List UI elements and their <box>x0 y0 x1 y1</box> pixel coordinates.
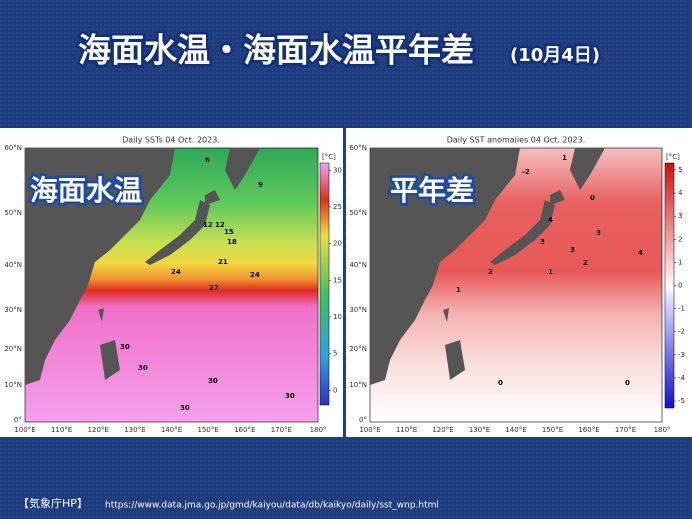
source-label: 【気象庁HP】 <box>18 496 88 510</box>
lon-label: 110°E <box>396 426 417 434</box>
contour-label: 9 <box>258 181 263 189</box>
contour-label: 15 <box>224 228 234 236</box>
lon-label: 170°E <box>615 426 636 434</box>
colorbar <box>664 162 675 409</box>
contour-label: 30 <box>120 343 130 351</box>
lon-label: 150°E <box>197 426 218 434</box>
contour-label: 30 <box>208 377 218 385</box>
panel-right: Daily SST anomalies 04 Oct. 2023. 平年差 [°… <box>346 128 692 437</box>
lon-label: 160°E <box>234 426 255 434</box>
colorbar-tick-label: -1 <box>678 305 685 313</box>
colorbar <box>319 162 330 406</box>
lat-label: 60°N <box>349 144 367 152</box>
panel-title: Daily SSTs 04 Oct. 2023. <box>122 136 220 145</box>
colorbar-tick-label: 5 <box>333 350 337 358</box>
lat-label: 40°N <box>349 261 367 269</box>
lat-label: 10°N <box>4 381 22 389</box>
colorbar-tick-label: -2 <box>678 328 685 336</box>
lat-label: 50°N <box>4 209 22 217</box>
contour-label: 6 <box>205 156 210 164</box>
colorbar-tick-label: 25 <box>333 203 342 211</box>
lon-label: 140°E <box>161 426 182 434</box>
contour-label: 1 <box>548 268 553 276</box>
colorbar-tick-label: 0 <box>333 386 337 394</box>
overlay-label: 平年差 <box>390 174 474 207</box>
colorbar-tick-label: -3 <box>678 351 685 359</box>
lon-label: 130°E <box>469 426 490 434</box>
colorbar-tick-label: 3 <box>678 212 682 220</box>
lon-label: 170°E <box>271 426 292 434</box>
lat-label: 0° <box>359 416 367 424</box>
contour-label: 30 <box>138 364 148 372</box>
colorbar-tick-label: 0 <box>678 282 682 290</box>
lat-label: 30°N <box>4 306 22 314</box>
colorbar-tick-label: 30 <box>333 166 342 174</box>
contour-label: -2 <box>522 168 530 176</box>
lat-label: 10°N <box>349 381 367 389</box>
colorbar-tick-label: 10 <box>333 313 342 321</box>
contour-label: 24 <box>250 271 260 279</box>
contour-label: 21 <box>218 258 228 266</box>
contour-label: 12 <box>203 221 213 229</box>
date: (10月4日) <box>510 45 600 66</box>
contour-label: 30 <box>285 392 295 400</box>
unit: [°C] <box>322 153 336 161</box>
colorbar-tick-label: 5 <box>678 166 682 174</box>
colorbar-tick-label: 20 <box>333 240 342 248</box>
colorbar-tick-label: 1 <box>678 258 682 266</box>
panel-left: Daily SSTs 04 Oct. 2023. 海面水温 [°C] 6 9 1… <box>0 128 343 437</box>
overlay-label: 海面水温 <box>30 174 142 207</box>
contour-label: 0 <box>590 194 595 202</box>
lon-label: 120°E <box>88 426 109 434</box>
lon-label: 110°E <box>51 426 72 434</box>
contour-label: 3 <box>570 246 575 254</box>
lat-label: 0° <box>14 416 22 424</box>
contour-label: 27 <box>209 284 219 292</box>
lat-label: 20°N <box>4 345 22 353</box>
lon-label: 120°E <box>432 426 453 434</box>
lon-label: 100°E <box>359 426 380 434</box>
lat-label: 20°N <box>349 345 367 353</box>
contour-label: 4 <box>548 216 553 224</box>
colorbar-tick-label: -4 <box>678 374 686 382</box>
lon-label: 180° <box>310 426 327 434</box>
colorbar-tick-label: 4 <box>678 189 683 197</box>
lon-label: 140°E <box>505 426 526 434</box>
contour-label: 3 <box>596 229 601 237</box>
panel-title: Daily SST anomalies 04 Oct. 2023. <box>447 136 586 145</box>
lon-label: 180° <box>654 426 671 434</box>
lat-label: 60°N <box>4 144 22 152</box>
lat-label: 40°N <box>4 261 22 269</box>
contour-label: 2 <box>488 268 493 276</box>
contour-label: 24 <box>171 268 181 276</box>
contour-label: 12 <box>215 221 225 229</box>
lat-label: 30°N <box>349 306 367 314</box>
colorbar-tick-label: 15 <box>333 276 342 284</box>
title: 海面水温・海面水温平年差 <box>78 31 474 70</box>
colorbar-tick-label: -5 <box>678 397 685 405</box>
lat-label: 50°N <box>349 209 367 217</box>
contour-label: 0 <box>625 379 630 387</box>
lon-label: 100°E <box>14 426 35 434</box>
unit: [°C] <box>666 153 680 161</box>
colorbar-tick-label: 2 <box>678 235 682 243</box>
contour-label: 2 <box>583 259 588 267</box>
contour-label: 30 <box>180 404 190 412</box>
contour-label: 1 <box>456 286 461 294</box>
contour-label: 3 <box>540 238 545 246</box>
contour-label: 18 <box>227 238 237 246</box>
contours: -2 1 4 3 2 3 4 3 2 1 0 1 0 0 <box>456 154 643 387</box>
contour-label: 4 <box>638 249 643 257</box>
contour-label: 0 <box>498 379 503 387</box>
source-url: https://www.data.jma.go.jp/gmd/kaiyou/da… <box>105 501 439 511</box>
lon-label: 160°E <box>578 426 599 434</box>
lon-label: 150°E <box>542 426 563 434</box>
contour-label: 1 <box>562 154 567 162</box>
contours: 6 9 12 12 15 18 21 24 24 27 30 30 30 30 … <box>120 156 295 412</box>
lon-label: 130°E <box>124 426 145 434</box>
